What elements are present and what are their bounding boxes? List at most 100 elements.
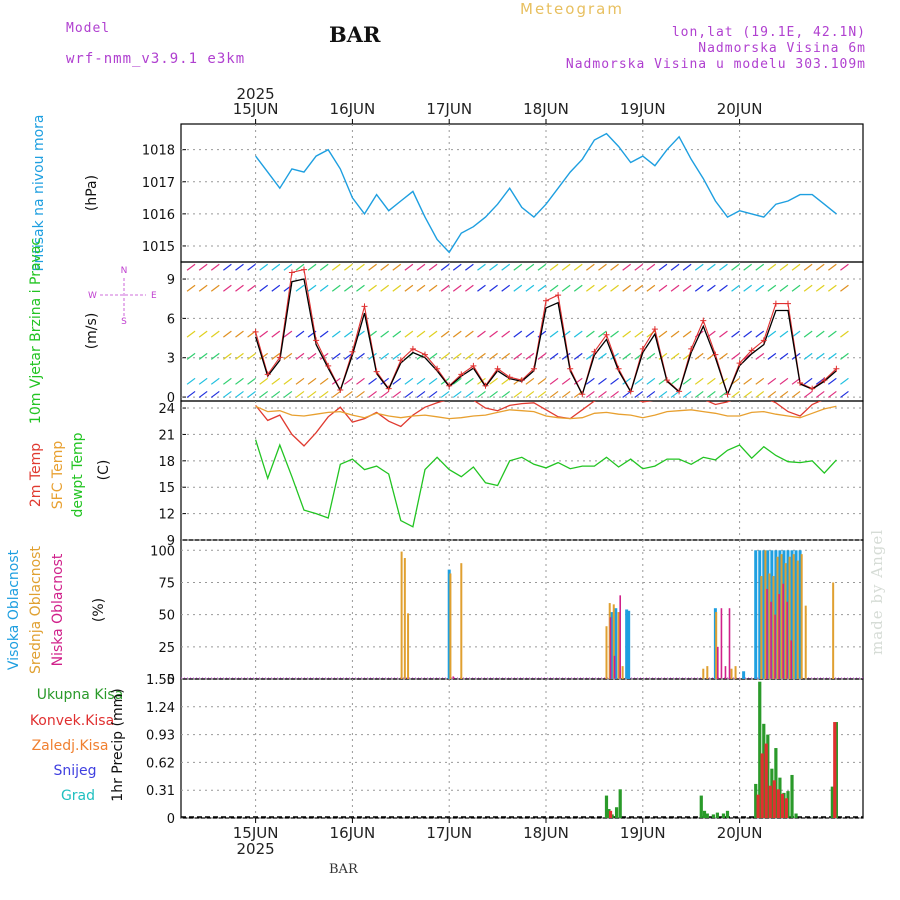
wind-barb — [719, 330, 728, 338]
model-label: Model — [66, 21, 111, 36]
wind-barb — [622, 330, 632, 338]
wind-barb — [658, 284, 668, 292]
cloud-bar-high — [774, 550, 778, 679]
wind-barb — [356, 284, 365, 292]
wind-barb — [210, 263, 220, 271]
wind-barb — [440, 352, 450, 360]
cloud-bar-mid — [407, 613, 410, 679]
cloud-bar-mid — [804, 605, 807, 679]
wind-barb — [646, 390, 656, 398]
cloud-bar-high — [610, 612, 614, 679]
wind-gust-marker — [409, 345, 416, 352]
wind-barb — [344, 330, 353, 338]
wind-gust-marker — [482, 382, 489, 389]
wind-barb — [344, 390, 353, 398]
compass-e: E — [151, 291, 157, 301]
bottom-day-label: 15JUN — [233, 824, 279, 842]
wind-barb — [513, 390, 523, 398]
wind-barb — [319, 390, 329, 398]
wind-barb — [356, 352, 365, 360]
wind-barb — [658, 377, 668, 385]
cloud-bar-high — [614, 608, 618, 679]
precip-bar-total — [834, 722, 838, 818]
coordinates: lon,lat (19.1E, 42.1N) — [671, 25, 866, 40]
cloud-bar-low — [774, 614, 776, 679]
wind-barb — [586, 263, 595, 271]
wind-gust-marker — [663, 377, 670, 384]
cloud-bar-mid — [706, 666, 709, 679]
temp-tick-label: 9 — [167, 534, 175, 549]
wind-barb — [235, 330, 244, 338]
wind-barb — [586, 352, 595, 360]
wind-barb — [743, 330, 753, 338]
wind-barb — [452, 263, 462, 271]
wind-barb — [731, 284, 740, 292]
wind-barb — [368, 284, 377, 292]
wind-barb — [755, 377, 765, 385]
precip-tick-label: 1.24 — [146, 701, 175, 716]
wind-barb — [271, 390, 281, 398]
wind-barb — [356, 390, 365, 398]
wind-barb — [368, 390, 377, 398]
wind-gust-marker — [676, 388, 683, 395]
wind-barb — [452, 284, 462, 292]
wind-tick-label: 3 — [167, 352, 175, 367]
wind-gust-marker — [615, 365, 622, 372]
top-day-label: 19JUN — [620, 100, 666, 118]
wind-barb — [465, 390, 474, 398]
wind-barb — [416, 330, 426, 338]
wind-barb — [803, 390, 813, 398]
wind-barb — [380, 390, 390, 398]
wind-barb — [416, 390, 426, 398]
wind-barb — [283, 377, 293, 385]
wind-barb — [235, 284, 244, 292]
wind-gust-marker — [833, 365, 840, 372]
wind-barb — [392, 390, 402, 398]
wind-barb — [537, 377, 547, 385]
cloud-bar-mid — [621, 666, 624, 679]
wind-gust-marker — [700, 317, 707, 324]
pressure-tick-label: 1016 — [142, 208, 175, 223]
wind-barb — [840, 263, 849, 271]
wind-barb — [283, 330, 293, 338]
wind-barb — [247, 263, 256, 271]
wind-barb — [779, 352, 789, 360]
wind-barb — [537, 263, 547, 271]
precip-bar-total — [721, 813, 726, 818]
wind-barb — [477, 352, 486, 360]
cloud-bar-mid — [403, 558, 406, 679]
wind-barb — [513, 330, 523, 338]
precip-bar-total — [830, 786, 834, 818]
wind-barb — [634, 377, 644, 385]
wind-barb — [573, 284, 583, 292]
cloud-bars-low — [452, 583, 793, 679]
cloud-bar-high — [782, 550, 786, 679]
wind-barb — [477, 390, 486, 398]
wind-barb — [694, 352, 704, 360]
cloud-bar-high — [794, 550, 798, 679]
wind-barb — [223, 352, 232, 360]
wind-gust-marker — [373, 368, 380, 375]
wind-gust-marker — [288, 269, 295, 276]
wind-barb — [223, 330, 232, 338]
wind-barb — [610, 284, 619, 292]
wind-barb — [319, 263, 329, 271]
wind-title: 10m Vjetar Brzina i Pravac — [28, 238, 44, 424]
wind-barb — [380, 330, 390, 338]
wind-gust-marker — [797, 379, 804, 386]
wind-barb — [440, 390, 450, 398]
wind-barb — [404, 284, 414, 292]
temp-label-sfc: SFC Temp — [50, 441, 66, 510]
compass-n: N — [121, 266, 128, 276]
wind-gust-marker — [736, 360, 743, 367]
panel-frame-5 — [180, 678, 864, 819]
cloud-bar-mid — [768, 573, 771, 679]
compass-s: S — [121, 317, 127, 327]
precip-bar-total — [770, 768, 774, 818]
precip-bar-total — [762, 723, 766, 818]
wind-barb — [598, 330, 607, 338]
cloud-bars-mid — [400, 550, 835, 679]
precip-bar-total — [618, 789, 622, 818]
wind-barb — [380, 284, 390, 292]
